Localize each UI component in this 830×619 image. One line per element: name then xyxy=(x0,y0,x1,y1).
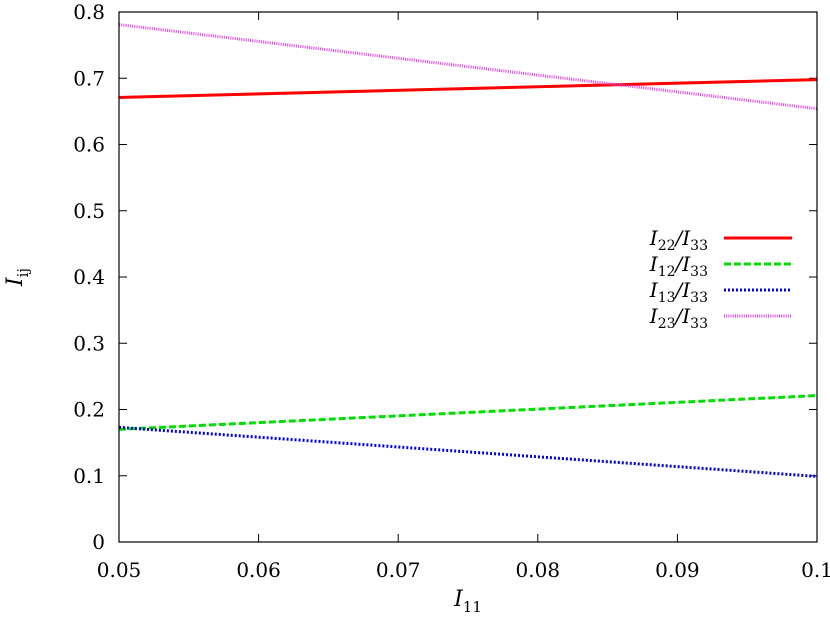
y-tick-label: 0.5 xyxy=(73,199,105,223)
y-tick-label: 0.3 xyxy=(73,331,105,355)
y-axis-label: Iij xyxy=(3,268,32,287)
y-tick-label: 0.2 xyxy=(73,398,105,422)
y-tick-label: 0.1 xyxy=(73,464,105,488)
y-tick-label: 0 xyxy=(92,530,105,554)
x-tick-label: 0.05 xyxy=(97,558,142,582)
legend-label-13: I13/I33 xyxy=(649,278,708,306)
x-tick-label: 0.07 xyxy=(376,558,421,582)
series-line-22 xyxy=(118,78,818,99)
series-line-12 xyxy=(118,394,818,431)
legend-label-12: I12/I33 xyxy=(649,252,708,280)
x-tick-label: 0.08 xyxy=(516,558,561,582)
y-tick-label: 0.4 xyxy=(73,265,105,289)
plot-frame xyxy=(118,11,818,543)
x-axis-label: I11 xyxy=(453,587,482,616)
x-tick-label: 0.1 xyxy=(801,558,830,582)
series-layer xyxy=(118,23,818,478)
x-tick-label: 0.09 xyxy=(655,558,700,582)
series-line-23 xyxy=(118,23,818,111)
legend-label-22: I22/I33 xyxy=(649,226,708,254)
y-tick-label: 0.7 xyxy=(73,66,105,90)
x-tick-label: 0.06 xyxy=(236,558,281,582)
legend-label-23: I23/I33 xyxy=(649,304,708,332)
tick-layer: 0 0.1 0.2 0.3 0.4 0.5 0.6 0.7 0.8 0.05 0.06 0.07 0.0… xyxy=(73,0,830,582)
y-tick-label: 0.8 xyxy=(73,0,105,24)
y-tick-label: 0.6 xyxy=(73,133,105,157)
series-line-13 xyxy=(118,425,818,478)
